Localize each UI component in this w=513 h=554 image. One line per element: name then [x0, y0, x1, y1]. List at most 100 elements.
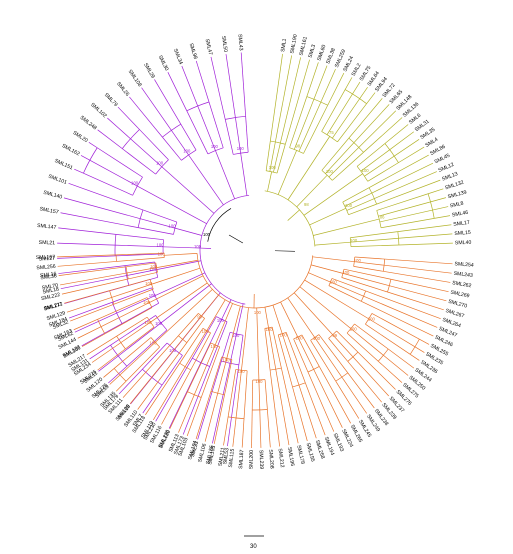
clade-olive-leaf-branch	[303, 105, 329, 154]
clade-orange-branch	[214, 303, 233, 346]
leaf-label: SML15	[454, 230, 471, 237]
clade-purple-subclade-arc	[121, 129, 140, 149]
clade-orange-leaf-branch	[235, 370, 242, 418]
outgroup-stem	[274, 250, 295, 252]
clade-purple-subclade-arc	[162, 123, 182, 138]
clade-olive-subclade-arc	[368, 187, 377, 205]
clade-orange-subclade-arc	[210, 390, 225, 396]
bootstrap-label: 100	[345, 203, 353, 208]
bootstrap-label: 100	[296, 336, 304, 341]
clade-olive-leaf-branch	[298, 101, 322, 152]
clade-orange-leaf-branch	[368, 318, 416, 348]
clade-purple-leaf-branch	[171, 130, 189, 156]
clade-purple-terminal-branch	[98, 355, 119, 372]
clade-orange-terminal-branch	[64, 290, 110, 304]
clade-purple-leaf-branch	[191, 316, 217, 359]
clade-purple-leaf-branch	[112, 287, 152, 303]
clade-purple-leaf-branch	[142, 209, 177, 223]
clade-olive-subclade-arc	[344, 89, 367, 104]
clade-purple-subclade-arc	[225, 115, 246, 120]
leaf-label: SML147	[37, 223, 57, 231]
clade-purple-leaf-branch	[142, 342, 168, 370]
clade-orange-branch	[154, 289, 213, 343]
clade-orange-subclade-arc	[382, 259, 386, 272]
clade-purple-leaf-branch	[208, 101, 224, 148]
clade-olive-terminal-branch	[366, 92, 376, 104]
clade-olive-branch	[287, 136, 331, 201]
clade-purple-leaf-branch	[161, 355, 183, 386]
clade-orange-terminal-branch	[223, 416, 229, 446]
clade-purple-terminal-branch	[141, 87, 172, 131]
bootstrap-label: 100	[169, 223, 177, 228]
clade-olive-branch	[277, 150, 297, 195]
clade-orange-terminal-branch	[275, 369, 290, 446]
clade-purple-terminal-branch	[154, 79, 182, 125]
clade-orange-subclade-arc	[187, 391, 202, 398]
leaf-label: SML98	[188, 43, 199, 61]
clade-orange-base-arc	[196, 253, 314, 309]
clade-olive-base-arc	[264, 190, 316, 247]
clade-purple-terminal-branch	[57, 255, 116, 259]
leaf-label: SML115	[228, 448, 236, 468]
leaf-label: SML46	[452, 210, 469, 219]
clade-olive-branch	[303, 173, 363, 216]
clade-orange-leaf-branch	[310, 340, 337, 382]
clade-orange-leaf-branch	[125, 326, 155, 350]
clade-orange-terminal-branch	[365, 290, 441, 320]
clade-orange-subclade-arc	[125, 266, 129, 280]
leaf-label: SML212	[277, 448, 285, 468]
clade-purple-terminal-branch	[118, 368, 143, 395]
clade-orange-leaf-branch	[258, 379, 261, 410]
clade-purple-leaf-branch	[83, 172, 133, 196]
clade-olive-terminal-branch	[384, 124, 409, 144]
clade-purple-terminal-branch	[63, 197, 141, 220]
clade-orange-terminal-branch	[259, 409, 262, 448]
clade-olive-leaf-branch	[379, 209, 433, 223]
clade-purple-terminal-branch	[195, 60, 210, 103]
clade-orange-leaf-branch	[354, 323, 389, 350]
clade-orange-branch	[299, 286, 352, 329]
clade-olive-branch	[314, 241, 351, 246]
clade-orange-leaf-branch	[268, 327, 277, 370]
leaf-label: SML140	[43, 190, 63, 201]
clade-olive-leaf-branch	[356, 143, 386, 167]
clade-orange-branch	[151, 267, 201, 285]
bootstrap-label: 100	[156, 161, 164, 166]
leaf-label: SML239	[258, 450, 265, 470]
clade-orange-terminal-branch	[357, 351, 396, 390]
clade-purple-subclade-arc	[221, 360, 239, 366]
clade-olive-leaf-branch	[276, 144, 286, 174]
clade-orange-terminal-branch	[213, 394, 225, 444]
bootstrap-label: 100	[211, 344, 219, 349]
clade-orange-terminal-branch	[318, 366, 352, 424]
leaf-label: SML1	[280, 38, 288, 52]
clade-orange-subclade-arc	[335, 372, 349, 382]
clade-orange-terminal-branch	[232, 417, 237, 447]
clade-orange-internal-arc	[210, 342, 220, 348]
clade-orange-branch	[149, 275, 204, 303]
clade-orange-leaf-branch	[264, 328, 271, 371]
clade-olive-leaf-branch	[346, 198, 375, 211]
clade-olive-leaf-branch	[269, 141, 276, 172]
leaf-label: SML139	[447, 189, 467, 200]
clade-purple-terminal-branch	[81, 323, 123, 347]
clade-orange-leaf-branch	[224, 359, 233, 395]
clade-purple-terminal-branch	[181, 65, 199, 107]
clade-orange-terminal-branch	[77, 326, 102, 339]
clade-orange-terminal-branch	[410, 354, 420, 361]
clade-olive-terminal-branch	[353, 104, 390, 143]
clade-olive-stem	[287, 209, 300, 221]
leaf-label: SML167	[36, 254, 56, 261]
clade-olive-leaf-branch	[321, 137, 350, 171]
clade-olive-terminal-branch	[352, 81, 361, 95]
clade-orange-terminal-branch	[281, 368, 299, 444]
leaf-label: SML162	[61, 143, 81, 158]
clade-olive-terminal-branch	[359, 86, 368, 99]
clade-orange-leaf-branch	[271, 327, 282, 369]
leaf-label: SML211	[43, 301, 63, 312]
clade-orange-terminal-branch	[363, 295, 438, 328]
clade-orange-leaf-branch	[354, 261, 385, 266]
clade-olive-terminal-branch	[398, 233, 453, 239]
leaf-label: SML129	[46, 310, 66, 322]
